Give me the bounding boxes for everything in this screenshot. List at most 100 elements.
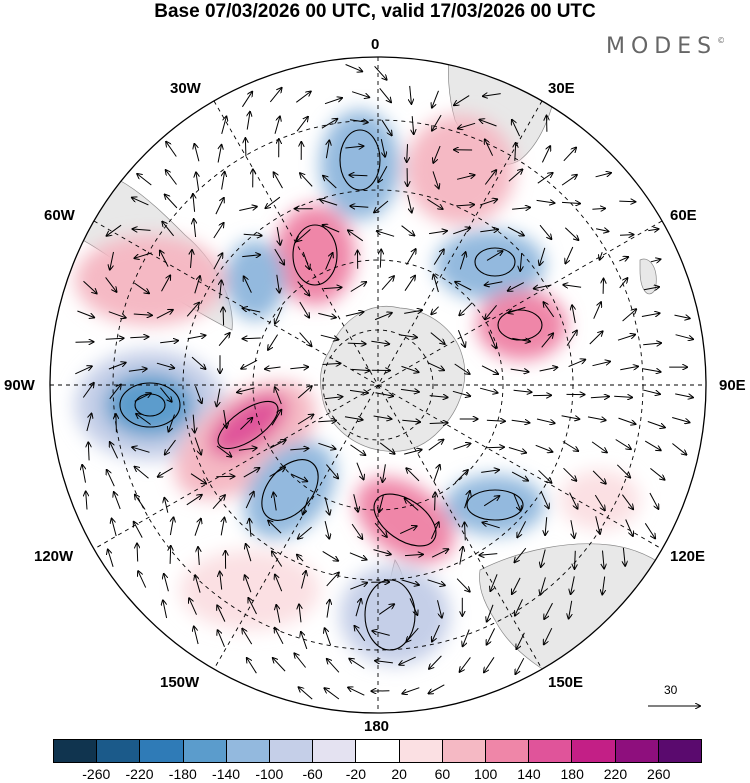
wind-vector bbox=[401, 365, 419, 372]
colorbar-tick-label: -100 bbox=[255, 766, 284, 782]
wind-vector bbox=[621, 494, 633, 510]
wind-vector bbox=[269, 440, 286, 449]
wind-vector bbox=[614, 396, 632, 397]
lon-label-120w: 120W bbox=[34, 548, 74, 565]
wind-vector bbox=[619, 235, 633, 236]
wind-vector bbox=[431, 306, 439, 315]
wind-vector bbox=[243, 234, 262, 235]
wind-vector bbox=[246, 544, 252, 562]
wind-vector bbox=[454, 95, 470, 106]
wind-vector bbox=[562, 441, 578, 452]
colorbar-tick-label: 20 bbox=[391, 766, 407, 782]
wind-vector bbox=[216, 476, 234, 477]
wind-vector bbox=[351, 91, 369, 98]
wind-vector bbox=[405, 499, 419, 511]
wind-vector bbox=[193, 194, 195, 212]
contour bbox=[339, 129, 381, 191]
colorbar-swatch bbox=[356, 740, 400, 762]
wind-vector bbox=[569, 492, 578, 509]
wind-vector bbox=[249, 519, 251, 537]
wind-vector bbox=[375, 661, 393, 663]
wind-vector bbox=[589, 331, 603, 345]
reference-vector-label: 30 bbox=[664, 683, 678, 697]
wind-vector bbox=[371, 341, 389, 344]
wind-vector bbox=[349, 659, 365, 669]
wind-vector bbox=[275, 307, 283, 324]
wind-vector bbox=[379, 87, 391, 102]
wind-vector bbox=[618, 417, 636, 424]
wind-vector bbox=[536, 200, 555, 203]
wind-vector bbox=[166, 142, 177, 157]
wind-vector bbox=[244, 276, 252, 293]
wind-vector bbox=[380, 138, 385, 157]
colorbar-swatch bbox=[97, 740, 141, 762]
wind-vector bbox=[516, 632, 525, 649]
colorbar-swatch bbox=[658, 740, 702, 762]
wind-vector bbox=[114, 492, 121, 510]
wind-vector bbox=[571, 576, 575, 594]
wind-vector bbox=[326, 464, 338, 479]
wind-vector bbox=[642, 389, 660, 394]
wind-vector bbox=[194, 627, 199, 645]
wind-vector bbox=[88, 442, 89, 461]
wind-vector bbox=[318, 442, 335, 449]
wind-vector bbox=[221, 518, 224, 536]
wind-vector bbox=[592, 208, 605, 209]
wind-vector bbox=[535, 444, 553, 452]
wind-vector bbox=[272, 551, 283, 567]
wind-vector bbox=[540, 247, 546, 265]
wind-vector bbox=[650, 259, 661, 262]
wind-vector bbox=[320, 334, 339, 339]
wind-vector bbox=[383, 464, 386, 482]
wind-vector bbox=[135, 252, 152, 258]
wind-vector bbox=[110, 442, 119, 459]
wind-vector bbox=[296, 117, 308, 132]
wind-vector bbox=[128, 369, 147, 372]
wind-vector bbox=[540, 577, 546, 594]
wind-vector bbox=[83, 280, 97, 293]
wind-vector bbox=[350, 206, 369, 207]
wind-vector bbox=[374, 522, 387, 537]
wind-vector bbox=[402, 420, 420, 422]
wind-vector bbox=[156, 362, 174, 368]
wind-vector bbox=[164, 574, 169, 592]
wind-vector bbox=[566, 331, 577, 346]
wind-vector bbox=[186, 495, 202, 506]
wind-vector bbox=[427, 198, 442, 209]
contour bbox=[474, 247, 516, 277]
wind-vector bbox=[561, 415, 580, 419]
wind-vector bbox=[243, 308, 261, 313]
wind-vector bbox=[600, 252, 603, 260]
wind-vector bbox=[430, 522, 438, 540]
wind-vector bbox=[563, 285, 582, 288]
wind-vector bbox=[186, 303, 199, 317]
meridian bbox=[93, 220, 663, 550]
wind-vector bbox=[402, 687, 420, 694]
wind-vector bbox=[190, 473, 206, 484]
wind-vector bbox=[132, 198, 149, 206]
lon-label-60e: 60E bbox=[670, 207, 697, 224]
wind-vector bbox=[490, 574, 498, 591]
wind-vector bbox=[511, 420, 530, 423]
wind-vector bbox=[429, 423, 448, 424]
wind-vector bbox=[508, 306, 526, 313]
wind-vector bbox=[643, 287, 659, 290]
wind-vector bbox=[224, 409, 227, 428]
colorbar-tick-label: -60 bbox=[302, 766, 323, 782]
colorbar-tick-label: 60 bbox=[434, 766, 451, 782]
wind-vector bbox=[460, 547, 463, 565]
blob-pos-far-nw bbox=[75, 235, 225, 325]
wind-vector bbox=[351, 523, 362, 539]
wind-vector bbox=[345, 312, 364, 317]
wind-vector bbox=[326, 573, 339, 587]
wind-vector bbox=[480, 199, 497, 206]
wind-vector bbox=[161, 276, 171, 292]
wind-vector bbox=[433, 145, 441, 163]
wind-vector bbox=[374, 65, 387, 79]
wind-vector bbox=[512, 120, 521, 137]
wind-vector bbox=[162, 222, 174, 237]
wind-vector bbox=[481, 365, 498, 374]
wind-vector bbox=[412, 116, 414, 134]
wind-vector bbox=[456, 578, 470, 592]
